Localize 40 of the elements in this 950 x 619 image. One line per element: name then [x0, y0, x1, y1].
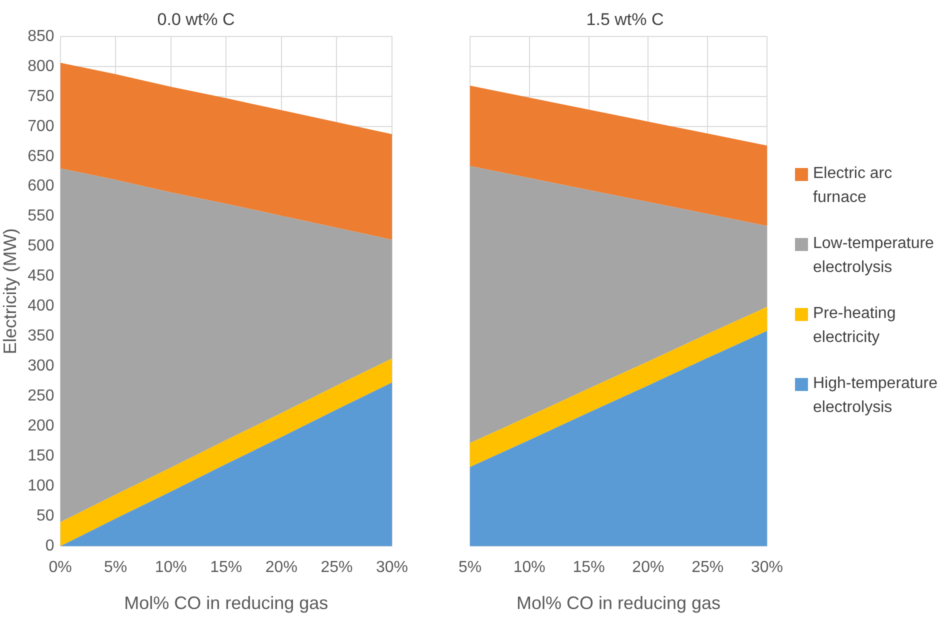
x-tick-label: 5%: [458, 559, 482, 576]
legend-label: High-temperature electrolysis: [813, 374, 938, 418]
legend-label: Pre-heating electricity: [813, 304, 897, 348]
legend-label: Low-temperature electrolysis: [813, 234, 935, 278]
y-tick-label: 50: [36, 508, 54, 525]
x-tick-label: 20%: [265, 559, 298, 576]
x-tick-label: 5%: [104, 559, 128, 576]
chart-title: 1.5 wt% C: [586, 10, 664, 29]
x-tick-label: 20%: [632, 559, 664, 576]
y-tick-label: 200: [28, 418, 54, 435]
chart-title: 0.0 wt% C: [157, 10, 235, 29]
x-tick-label: 10%: [154, 559, 187, 576]
y-tick-label: 800: [28, 58, 54, 75]
y-tick-label: 350: [28, 328, 54, 345]
x-tick-label: 30%: [750, 559, 784, 576]
y-axis-title: Electricity (MW): [0, 228, 20, 354]
y-tick-label: 400: [28, 298, 54, 315]
x-tick-label: 25%: [692, 559, 724, 576]
y-tick-label: 750: [28, 88, 54, 105]
x-tick-label: 10%: [513, 559, 546, 576]
x-tick-label: 0%: [48, 559, 72, 576]
x-tick-label: 25%: [320, 559, 353, 576]
y-tick-label: 600: [28, 178, 54, 195]
y-tick-label: 650: [28, 148, 54, 165]
y-tick-label: 850: [28, 28, 54, 45]
x-axis-title: Mol% CO in reducing gas: [516, 593, 721, 614]
y-tick-label: 0: [45, 538, 54, 555]
x-tick-label: 30%: [376, 559, 408, 576]
y-tick-label: 300: [28, 358, 54, 375]
y-tick-label: 250: [28, 388, 54, 405]
y-tick-label: 700: [28, 118, 54, 135]
x-axis-title: Mol% CO in reducing gas: [124, 593, 328, 614]
y-tick-label: 450: [28, 268, 54, 285]
y-tick-label: 150: [28, 448, 54, 465]
legend-label: Electric arc furnace: [813, 164, 894, 208]
y-tick-label: 500: [28, 238, 54, 255]
y-tick-label: 100: [28, 478, 54, 495]
y-tick-label: 550: [28, 208, 54, 225]
x-tick-label: 15%: [210, 559, 242, 576]
x-tick-label: 15%: [572, 559, 605, 576]
